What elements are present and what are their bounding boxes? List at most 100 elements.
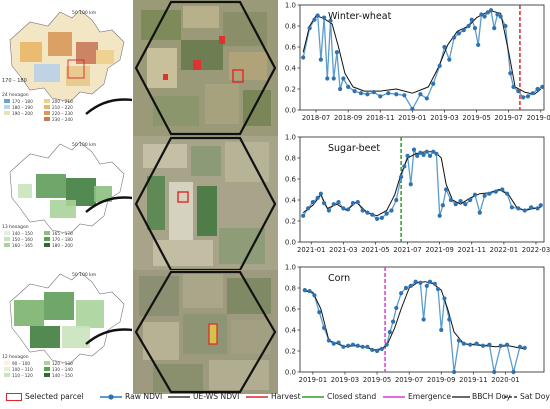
selected-parcel-outline — [232, 69, 244, 83]
raw-ndvi-point — [328, 18, 333, 23]
raw-ndvi-point — [498, 14, 503, 19]
y-tick-label: 0.6 — [285, 305, 297, 313]
raw-ndvi-point — [399, 291, 404, 296]
raw-ndvi-point — [493, 189, 498, 194]
x-tick-label: 2019-03 — [331, 376, 359, 384]
raw-ndvi-point — [305, 206, 311, 211]
raw-ndvi-point — [424, 283, 429, 288]
y-tick-label: 0.2 — [285, 85, 296, 93]
raw-ndvi-point — [307, 26, 312, 31]
raw-ndvi-point — [479, 12, 484, 17]
figure-legend: Selected parcel Raw NDVI UE-WS NDVI Harv… — [0, 388, 550, 409]
y-tick-label: 1.0 — [285, 1, 296, 9]
raw-ndvi-point — [413, 279, 418, 284]
raw-ndvi-point — [540, 84, 545, 89]
raw-ndvi-point — [472, 26, 478, 31]
legend-closed-swatch — [302, 395, 324, 398]
raw-ndvi-point — [379, 346, 384, 351]
y-tick-label: 0.6 — [285, 43, 297, 51]
map-legend: 90 – 100 100 – 110 110 – 120 120 – 130 1… — [4, 361, 73, 378]
raw-ndvi-point — [421, 152, 426, 157]
raw-ndvi-point — [391, 319, 396, 324]
raw-ndvi-point — [424, 96, 429, 101]
raw-ndvi-point — [516, 89, 521, 94]
raw-ndvi-point — [384, 342, 389, 347]
y-tick-label: 0.0 — [285, 238, 296, 246]
raw-ndvi-point — [456, 338, 462, 343]
raw-ndvi-point — [350, 342, 356, 347]
raw-ndvi-point — [321, 201, 327, 206]
map-scale-label: 50 100 km — [72, 142, 96, 148]
raw-ndvi-point — [346, 207, 351, 212]
raw-ndvi-point — [522, 345, 527, 350]
raw-ndvi-point — [487, 342, 492, 347]
raw-ndvi-point — [452, 369, 457, 375]
legend-parcel-swatch — [6, 392, 22, 401]
raw-ndvi-point — [421, 317, 426, 322]
raw-ndvi-point — [538, 203, 543, 208]
raw-ndvi-point — [482, 14, 487, 19]
raw-ndvi-point — [480, 343, 486, 348]
raw-ndvi-point — [440, 203, 445, 208]
chart-title: Sugar-beet — [328, 143, 380, 154]
raw-ndvi-point — [326, 338, 331, 343]
svg-text:170 – 180: 170 – 180 — [12, 99, 33, 104]
raw-ndvi-point — [411, 147, 417, 152]
raw-ndvi-point — [516, 206, 521, 211]
raw-ndvi-point — [509, 205, 514, 210]
raw-ndvi-point — [408, 283, 413, 288]
raw-ndvi-point — [370, 212, 375, 217]
svg-text:230 – 240: 230 – 240 — [52, 117, 73, 122]
legend-uews-ndvi: UE-WS NDVI — [168, 392, 239, 401]
svg-text:180 – 200: 180 – 200 — [52, 243, 73, 248]
legend-emergence-swatch — [383, 395, 405, 398]
svg-text:180 – 190: 180 – 190 — [12, 105, 33, 110]
ndvi-chart-sugar-beet: 0.0 0.2 0.4 0.6 0.8 1.0 2021-01 2021-03 2021-05 2… — [285, 133, 550, 254]
raw-ndvi-point — [331, 202, 336, 207]
map-scale-label: 50 100 km — [72, 272, 96, 278]
y-tick-label: 0.4 — [285, 64, 297, 72]
raw-ndvi-point — [437, 63, 442, 68]
legend-sat-doy: Sat Doy — [504, 392, 550, 401]
raw-ndvi-point — [389, 208, 394, 213]
y-tick-label: 0.4 — [285, 196, 297, 204]
raw-ndvi-point — [358, 91, 364, 96]
raw-ndvi-point — [469, 17, 474, 22]
raw-ndvi-point — [432, 281, 437, 286]
raw-ndvi-point — [310, 200, 315, 205]
raw-ndvi-point — [517, 344, 523, 349]
raw-ndvi-point — [334, 50, 340, 55]
raw-ndvi-point — [410, 106, 415, 112]
y-tick-label: 1.0 — [285, 263, 296, 271]
raw-ndvi-point — [442, 296, 447, 301]
connector-arrow — [85, 196, 132, 213]
aerial-corn — [133, 270, 278, 394]
raw-ndvi-point — [418, 92, 423, 97]
legend-raw-swatch — [100, 393, 122, 400]
svg-text:140 – 150: 140 – 150 — [52, 373, 73, 378]
raw-ndvi-point — [379, 215, 384, 220]
ndvi-chart-corn: 0.0 0.2 0.4 0.6 0.8 1.0 2019-01 2019-03 2019-05 2… — [285, 263, 545, 384]
chart-title: Corn — [328, 273, 350, 284]
map-legend-title: 12 hexagon — [2, 354, 29, 360]
raw-ndvi-point — [394, 197, 399, 203]
raw-ndvi-point — [360, 208, 365, 213]
raw-ndvi-point — [521, 95, 526, 100]
raw-ndvi-point — [488, 8, 494, 13]
raw-ndvi-point — [350, 201, 356, 206]
legend-emergence: Emergence — [383, 392, 451, 401]
raw-ndvi-point — [317, 310, 322, 315]
svg-text:150 – 160: 150 – 160 — [12, 237, 33, 242]
legend-closed-stand: Closed stand — [302, 392, 376, 401]
svg-text:130 – 140: 130 – 140 — [52, 367, 73, 372]
svg-text:190 – 200: 190 – 200 — [12, 111, 33, 116]
raw-ndvi-point — [500, 187, 505, 192]
raw-ndvi-point — [341, 344, 346, 349]
legend-sat-swatch — [504, 395, 518, 398]
raw-ndvi-point — [378, 94, 383, 99]
uews-ndvi-line — [304, 281, 525, 351]
svg-text:170 – 180: 170 – 180 — [52, 237, 73, 242]
svg-text:160 – 165: 160 – 165 — [12, 243, 33, 248]
raw-ndvi-point — [387, 330, 392, 335]
x-tick-label: 2020-01 — [491, 376, 519, 384]
